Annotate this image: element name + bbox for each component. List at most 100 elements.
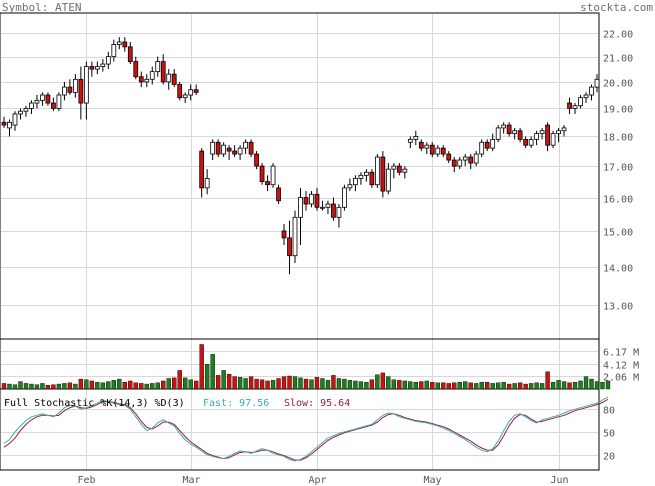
- candle-body: [303, 197, 309, 205]
- candle-body: [67, 86, 73, 93]
- candle-body: [457, 159, 463, 167]
- candle-body: [385, 168, 391, 192]
- volume-bar: [188, 379, 193, 390]
- volume-bars: [1, 344, 611, 390]
- volume-bar: [254, 378, 259, 390]
- candle-body: [155, 61, 161, 73]
- volume-bar: [303, 378, 309, 390]
- price-tick-label: 14.00: [603, 264, 633, 275]
- volume-bar: [226, 373, 232, 390]
- volume-bar: [144, 383, 149, 390]
- volume-bar: [34, 384, 40, 390]
- volume-bar: [100, 382, 106, 390]
- volume-bar: [298, 377, 303, 390]
- candle-body: [89, 66, 95, 70]
- stochastic-slow-label: Slow: 95.64: [284, 398, 350, 409]
- volume-bar: [215, 375, 221, 390]
- volume-bar: [578, 380, 583, 390]
- volume-bar: [353, 380, 358, 390]
- candle-body: [73, 78, 78, 93]
- candle-body: [484, 141, 490, 149]
- volume-bar: [419, 381, 424, 390]
- volume-bar: [84, 379, 89, 390]
- candle-body: [149, 71, 155, 80]
- volume-bar: [314, 377, 320, 390]
- candle-body: [78, 78, 84, 104]
- candle-body: [23, 108, 29, 112]
- volume-bar: [232, 376, 237, 390]
- candle-body: [193, 89, 199, 93]
- candle-body: [265, 181, 270, 186]
- x-tick-label: Mar: [182, 475, 200, 486]
- volume-bar: [605, 380, 611, 390]
- candle-body: [133, 61, 139, 78]
- volume-bar: [287, 375, 292, 390]
- candle-body: [199, 150, 205, 189]
- volume-bar: [139, 383, 144, 390]
- stochastic-fast-line: [3, 396, 609, 462]
- candle-body: [402, 168, 408, 173]
- volume-bar: [161, 380, 166, 390]
- volume-bar: [67, 382, 73, 390]
- candle-body: [127, 46, 133, 62]
- volume-bar: [463, 381, 468, 390]
- volume-bar: [73, 383, 78, 390]
- volume-tick-label: 4.12 M: [603, 361, 639, 372]
- candle-body: [160, 61, 166, 83]
- candle-body: [572, 105, 578, 109]
- price-tick-label: 19.00: [603, 105, 633, 116]
- candle-body: [561, 127, 567, 132]
- volume-bar: [204, 364, 210, 390]
- candle-body: [567, 102, 572, 109]
- candle-body: [243, 141, 248, 149]
- candle-body: [473, 153, 479, 164]
- volume-bar: [468, 382, 473, 390]
- candle-body: [451, 159, 457, 167]
- candle-body: [539, 130, 545, 135]
- candle-body: [490, 138, 496, 149]
- volume-bar: [62, 383, 67, 390]
- candle-body: [281, 230, 287, 239]
- volume-bar: [364, 381, 369, 390]
- volume-bar: [12, 384, 18, 390]
- volume-bar: [441, 382, 446, 390]
- volume-bar: [259, 379, 265, 390]
- candle-body: [424, 144, 430, 149]
- candle-body: [550, 133, 556, 146]
- candle-body: [171, 73, 177, 85]
- candle-body: [495, 127, 501, 140]
- volume-bar: [122, 381, 127, 390]
- candle-body: [298, 197, 303, 218]
- candle-body: [347, 184, 353, 189]
- candle-body: [45, 94, 51, 104]
- candle-body: [138, 76, 144, 83]
- candle-body: [578, 97, 583, 107]
- volume-bar: [386, 376, 391, 390]
- candle-body: [100, 63, 106, 67]
- volume-bar: [572, 381, 578, 390]
- price-tick-label: 20.00: [603, 79, 633, 90]
- volume-bar: [45, 385, 51, 390]
- candle-body: [479, 141, 485, 155]
- volume-bar: [265, 380, 270, 390]
- volume-bar: [117, 378, 122, 390]
- volume-bar: [331, 375, 336, 390]
- price-tick-label: 13.00: [603, 302, 633, 313]
- volume-bar: [325, 380, 331, 390]
- volume-bar: [95, 381, 100, 390]
- candle-body: [29, 102, 34, 109]
- volume-bar: [1, 383, 7, 390]
- candle-body: [215, 141, 221, 155]
- price-tick-label: 16.00: [603, 195, 633, 206]
- volume-bar: [523, 383, 528, 390]
- candle-body: [1, 121, 7, 126]
- volume-tick-label: 6.17 M: [603, 348, 639, 359]
- volume-bar: [237, 377, 243, 390]
- candle-body: [94, 66, 100, 70]
- volume-bar: [89, 380, 95, 390]
- candle-body: [589, 86, 594, 96]
- candle-body: [111, 44, 117, 58]
- candle-body: [320, 206, 325, 209]
- volume-bar: [281, 376, 287, 390]
- candle-body: [391, 165, 397, 170]
